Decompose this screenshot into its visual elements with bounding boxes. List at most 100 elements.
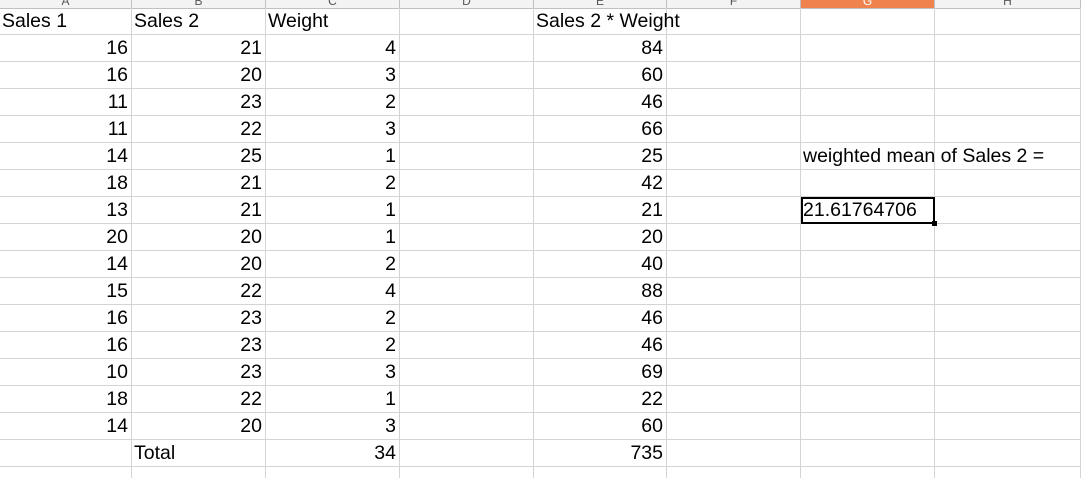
- cell-h16[interactable]: [935, 413, 1081, 440]
- column-header-c[interactable]: C: [266, 0, 400, 8]
- table-cell-sales-2[interactable]: 23: [132, 332, 266, 359]
- table-cell-sales-1[interactable]: 14: [0, 251, 132, 278]
- cell-g1[interactable]: [801, 8, 935, 35]
- table-cell-product[interactable]: 46: [534, 332, 667, 359]
- table-cell-weight[interactable]: 1: [266, 224, 400, 251]
- table-cell-weight[interactable]: 3: [266, 62, 400, 89]
- table-cell-sales-1[interactable]: 18: [0, 386, 132, 413]
- cell-d6[interactable]: [400, 143, 534, 170]
- cell-f6[interactable]: [667, 143, 801, 170]
- table-cell-weight[interactable]: 1: [266, 143, 400, 170]
- cell-b18[interactable]: [132, 467, 266, 478]
- table-cell-product[interactable]: 84: [534, 35, 667, 62]
- table-cell-product[interactable]: 69: [534, 359, 667, 386]
- cell-d4[interactable]: [400, 89, 534, 116]
- table-cell-sales-1[interactable]: 16: [0, 35, 132, 62]
- table-cell-sales-1[interactable]: 13: [0, 197, 132, 224]
- table-cell-weight[interactable]: 3: [266, 116, 400, 143]
- column-header-a[interactable]: A: [0, 0, 132, 8]
- cell-f7[interactable]: [667, 170, 801, 197]
- table-cell-sales-1[interactable]: 16: [0, 332, 132, 359]
- cell-f14[interactable]: [667, 359, 801, 386]
- table-cell-sales-1[interactable]: 15: [0, 278, 132, 305]
- table-cell-product[interactable]: 21: [534, 197, 667, 224]
- column-header-h[interactable]: H: [935, 0, 1081, 8]
- cell-g17[interactable]: [801, 440, 935, 467]
- header-sales-1[interactable]: Sales 1: [0, 8, 132, 35]
- table-cell-sales-1[interactable]: 11: [0, 89, 132, 116]
- cell-d10[interactable]: [400, 251, 534, 278]
- cell-h11[interactable]: [935, 278, 1081, 305]
- cell-e18[interactable]: [534, 467, 667, 478]
- total-label[interactable]: Total: [132, 440, 266, 467]
- cell-g16[interactable]: [801, 413, 935, 440]
- cell-f8[interactable]: [667, 197, 801, 224]
- cell-g11[interactable]: [801, 278, 935, 305]
- table-cell-sales-2[interactable]: 22: [132, 278, 266, 305]
- cell-g14[interactable]: [801, 359, 935, 386]
- cell-g15[interactable]: [801, 386, 935, 413]
- table-cell-sales-1[interactable]: 20: [0, 224, 132, 251]
- table-cell-weight[interactable]: 2: [266, 305, 400, 332]
- cell-d18[interactable]: [400, 467, 534, 478]
- cell-h13[interactable]: [935, 332, 1081, 359]
- cell-h4[interactable]: [935, 89, 1081, 116]
- cell-h7[interactable]: [935, 170, 1081, 197]
- cell-h10[interactable]: [935, 251, 1081, 278]
- cell-g5[interactable]: [801, 116, 935, 143]
- header-sales-2[interactable]: Sales 2: [132, 8, 266, 35]
- table-cell-weight[interactable]: 2: [266, 170, 400, 197]
- cell-d9[interactable]: [400, 224, 534, 251]
- table-cell-sales-1[interactable]: 16: [0, 305, 132, 332]
- table-cell-product[interactable]: 42: [534, 170, 667, 197]
- total-product[interactable]: 735: [534, 440, 667, 467]
- table-cell-sales-2[interactable]: 23: [132, 359, 266, 386]
- cell-h15[interactable]: [935, 386, 1081, 413]
- table-cell-product[interactable]: 46: [534, 89, 667, 116]
- cell-d5[interactable]: [400, 116, 534, 143]
- cell-h9[interactable]: [935, 224, 1081, 251]
- table-cell-product[interactable]: 25: [534, 143, 667, 170]
- cell-d7[interactable]: [400, 170, 534, 197]
- table-cell-sales-2[interactable]: 21: [132, 170, 266, 197]
- cell-f3[interactable]: [667, 62, 801, 89]
- table-cell-sales-1[interactable]: 18: [0, 170, 132, 197]
- cell-a17[interactable]: [0, 440, 132, 467]
- weighted-mean-value[interactable]: 21.61764706: [801, 197, 937, 226]
- table-cell-sales-2[interactable]: 22: [132, 386, 266, 413]
- table-cell-sales-2[interactable]: 20: [132, 413, 266, 440]
- cell-d17[interactable]: [400, 440, 534, 467]
- cell-g9[interactable]: [801, 224, 935, 251]
- cell-d11[interactable]: [400, 278, 534, 305]
- cell-h8[interactable]: [935, 197, 1081, 224]
- cell-h3[interactable]: [935, 62, 1081, 89]
- table-cell-sales-1[interactable]: 14: [0, 413, 132, 440]
- column-header-f[interactable]: F: [667, 0, 801, 8]
- cell-g10[interactable]: [801, 251, 935, 278]
- table-cell-weight[interactable]: 3: [266, 413, 400, 440]
- table-cell-product[interactable]: 60: [534, 413, 667, 440]
- table-cell-product[interactable]: 40: [534, 251, 667, 278]
- cell-h2[interactable]: [935, 35, 1081, 62]
- table-cell-product[interactable]: 22: [534, 386, 667, 413]
- cell-f18[interactable]: [667, 467, 801, 478]
- cell-h12[interactable]: [935, 305, 1081, 332]
- cell-f2[interactable]: [667, 35, 801, 62]
- total-weight[interactable]: 34: [266, 440, 400, 467]
- cell-f15[interactable]: [667, 386, 801, 413]
- cell-g3[interactable]: [801, 62, 935, 89]
- cell-f5[interactable]: [667, 116, 801, 143]
- cell-f10[interactable]: [667, 251, 801, 278]
- cell-g12[interactable]: [801, 305, 935, 332]
- table-cell-sales-1[interactable]: 11: [0, 116, 132, 143]
- cell-h5[interactable]: [935, 116, 1081, 143]
- cell-h17[interactable]: [935, 440, 1081, 467]
- table-cell-weight[interactable]: 1: [266, 386, 400, 413]
- cell-d13[interactable]: [400, 332, 534, 359]
- cell-f11[interactable]: [667, 278, 801, 305]
- cell-f1[interactable]: [667, 8, 801, 35]
- table-cell-weight[interactable]: 4: [266, 35, 400, 62]
- cell-d15[interactable]: [400, 386, 534, 413]
- table-cell-sales-1[interactable]: 16: [0, 62, 132, 89]
- table-cell-weight[interactable]: 2: [266, 251, 400, 278]
